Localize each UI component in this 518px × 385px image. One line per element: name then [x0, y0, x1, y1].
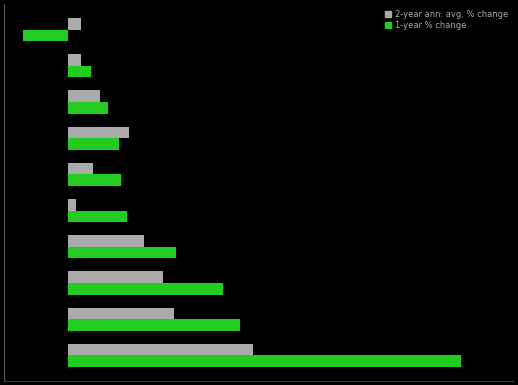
Bar — [68, 54, 81, 66]
Bar — [68, 319, 240, 331]
Bar — [68, 247, 176, 258]
Bar — [23, 30, 68, 41]
Bar — [68, 344, 253, 355]
Bar — [68, 308, 174, 319]
Legend: 2-year ann. avg. % change, 1-year % change: 2-year ann. avg. % change, 1-year % chan… — [383, 8, 510, 32]
Bar — [68, 235, 145, 247]
Bar — [68, 102, 108, 114]
Bar — [68, 138, 119, 150]
Bar — [68, 271, 164, 283]
Bar — [68, 66, 91, 77]
Bar — [68, 211, 127, 222]
Bar — [68, 174, 121, 186]
Bar — [68, 18, 81, 30]
Bar — [68, 355, 461, 367]
Bar — [68, 90, 100, 102]
Bar — [68, 283, 223, 295]
Bar — [68, 163, 93, 174]
Bar — [68, 199, 76, 211]
Bar — [68, 127, 130, 138]
